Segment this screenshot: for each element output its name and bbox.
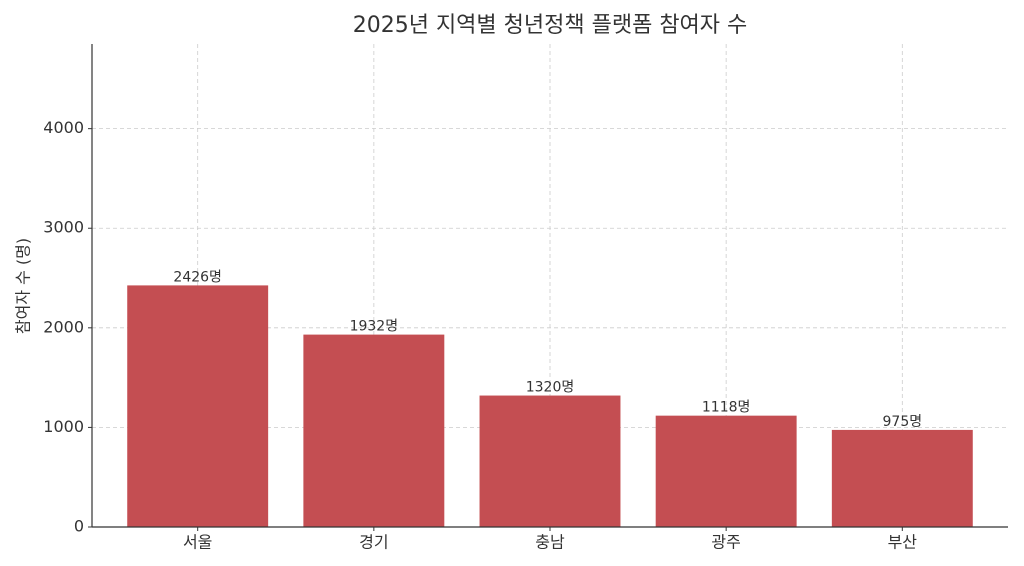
- y-tick-label: 4000: [43, 118, 84, 137]
- y-tick-label: 0: [74, 517, 84, 536]
- value-label: 1320명: [526, 380, 575, 396]
- x-tick-label: 광주: [711, 533, 740, 552]
- x-tick-label: 경기: [359, 533, 388, 552]
- bar: [831, 429, 973, 527]
- y-axis-label: 참여자 수 (명): [14, 238, 33, 334]
- x-tick-label: 부산: [888, 533, 918, 552]
- bar: [479, 395, 621, 527]
- x-tick-label: 서울: [183, 533, 212, 552]
- y-tick-label: 2000: [43, 317, 84, 336]
- y-tick-label: 1000: [43, 417, 84, 436]
- value-label: 1118명: [702, 400, 751, 416]
- value-label: 2426명: [173, 269, 222, 285]
- bar: [303, 334, 445, 527]
- y-tick-label: 3000: [43, 218, 84, 237]
- x-tick-label: 충남: [535, 533, 565, 552]
- bar: [655, 415, 797, 527]
- value-label: 1932명: [350, 319, 399, 335]
- chart-title: 2025년 지역별 청년정책 플랫폼 참여자 수: [353, 13, 748, 38]
- bar: [127, 285, 269, 527]
- value-label: 975명: [883, 414, 923, 430]
